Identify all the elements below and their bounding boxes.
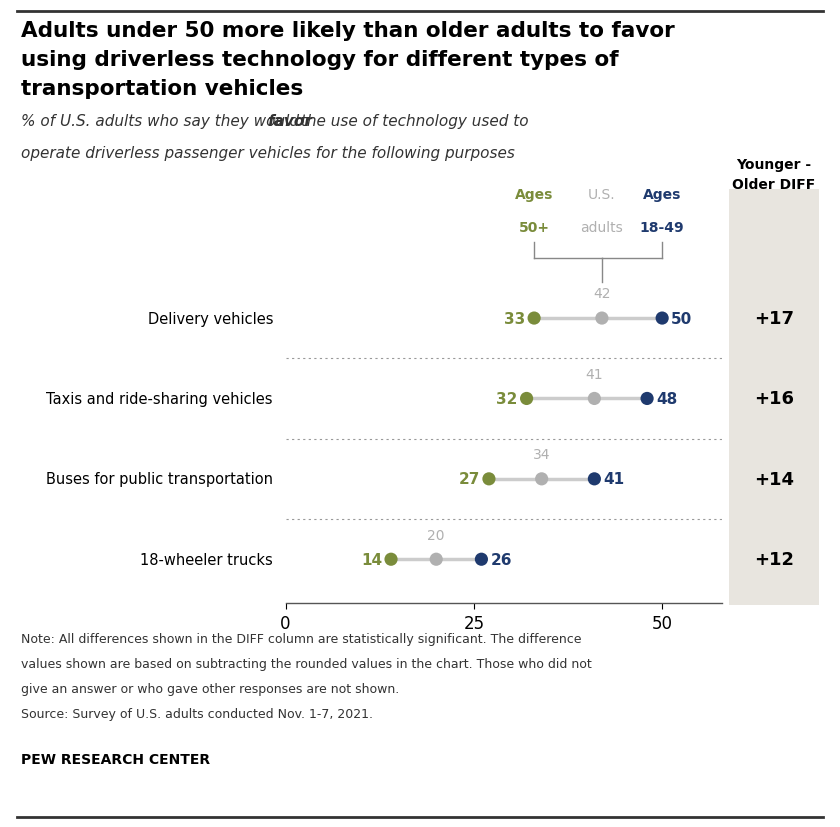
Text: +12: +12 [753, 551, 794, 568]
Point [385, 553, 398, 566]
Text: transportation vehicles: transportation vehicles [21, 79, 303, 98]
Text: 42: 42 [593, 287, 611, 301]
Text: 50: 50 [671, 311, 692, 326]
Text: 18-49: 18-49 [640, 220, 685, 234]
Text: PEW RESEARCH CENTER: PEW RESEARCH CENTER [21, 753, 210, 767]
Point [588, 473, 601, 486]
Point [655, 312, 669, 325]
Text: 26: 26 [491, 552, 512, 567]
Text: Note: All differences shown in the DIFF column are statistically significant. Th: Note: All differences shown in the DIFF … [21, 633, 581, 646]
Point [596, 312, 609, 325]
Point [588, 392, 601, 405]
Text: Younger -: Younger - [736, 158, 811, 172]
Text: Ages: Ages [515, 189, 554, 203]
Text: Ages: Ages [643, 189, 681, 203]
Text: using driverless technology for different types of: using driverless technology for differen… [21, 50, 618, 69]
Text: U.S.: U.S. [588, 189, 616, 203]
Text: +16: +16 [753, 390, 794, 408]
Text: give an answer or who gave other responses are not shown.: give an answer or who gave other respons… [21, 682, 399, 696]
Text: 18-wheeler trucks: 18-wheeler trucks [140, 552, 273, 567]
Text: 32: 32 [496, 391, 517, 406]
Point [535, 473, 549, 486]
Text: Delivery vehicles: Delivery vehicles [148, 311, 273, 326]
Point [429, 553, 443, 566]
Text: 34: 34 [533, 447, 550, 461]
Text: operate driverless passenger vehicles for the following purposes: operate driverless passenger vehicles fo… [21, 146, 515, 160]
Text: 41: 41 [603, 471, 624, 487]
Text: the use of technology used to: the use of technology used to [296, 114, 528, 129]
Text: Adults under 50 more likely than older adults to favor: Adults under 50 more likely than older a… [21, 21, 675, 41]
Text: % of U.S. adults who say they would: % of U.S. adults who say they would [21, 114, 304, 129]
Text: values shown are based on subtracting the rounded values in the chart. Those who: values shown are based on subtracting th… [21, 657, 591, 671]
Text: favor: favor [267, 114, 312, 129]
Point [640, 392, 654, 405]
Point [520, 392, 533, 405]
Text: 41: 41 [585, 367, 603, 381]
Text: 20: 20 [428, 528, 445, 542]
Text: adults: adults [580, 220, 623, 234]
Text: Buses for public transportation: Buses for public transportation [46, 471, 273, 487]
Text: Older DIFF: Older DIFF [732, 178, 816, 192]
Text: 27: 27 [459, 471, 480, 487]
Text: Source: Survey of U.S. adults conducted Nov. 1-7, 2021.: Source: Survey of U.S. adults conducted … [21, 707, 373, 720]
Text: +14: +14 [753, 471, 794, 488]
Text: 48: 48 [656, 391, 677, 406]
Text: 50+: 50+ [518, 220, 549, 234]
Text: 14: 14 [361, 552, 382, 567]
Point [475, 553, 488, 566]
Text: 33: 33 [504, 311, 525, 326]
Point [482, 473, 496, 486]
Text: +17: +17 [753, 309, 794, 327]
Point [528, 312, 541, 325]
Text: Taxis and ride-sharing vehicles: Taxis and ride-sharing vehicles [46, 391, 273, 406]
